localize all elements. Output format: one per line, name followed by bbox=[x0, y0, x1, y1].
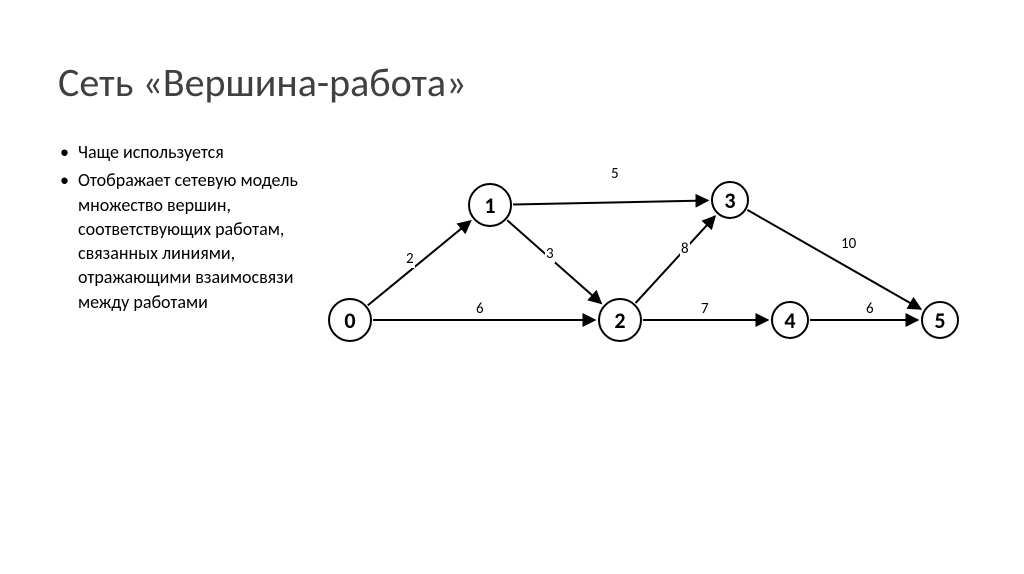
graph-node: 1 bbox=[468, 183, 512, 227]
network-diagram: 2 6 3 5 8 7 10 6 0 1 2 3 4 5 bbox=[310, 150, 980, 400]
edge bbox=[747, 210, 921, 309]
edges-svg bbox=[310, 150, 980, 400]
edge-label: 8 bbox=[680, 240, 690, 258]
graph-node: 5 bbox=[921, 301, 959, 339]
graph-node: 3 bbox=[711, 181, 749, 219]
page-title: Сеть «Вершина-работа» bbox=[58, 58, 467, 107]
edge-label: 3 bbox=[545, 245, 555, 263]
edge-label: 7 bbox=[700, 300, 710, 318]
edge-label: 6 bbox=[865, 300, 875, 318]
graph-node: 2 bbox=[598, 298, 642, 342]
edge bbox=[636, 216, 716, 303]
edge-label: 10 bbox=[840, 235, 857, 253]
edge bbox=[368, 221, 471, 306]
edge-label: 6 bbox=[475, 300, 485, 318]
edge bbox=[513, 200, 708, 204]
edge-label: 5 bbox=[610, 165, 620, 183]
list-item: Чаще используется bbox=[58, 140, 308, 164]
list-item: Отображает сетевую модель множество верш… bbox=[58, 168, 308, 314]
graph-node: 4 bbox=[771, 301, 809, 339]
edge-label: 2 bbox=[405, 250, 415, 268]
graph-node: 0 bbox=[328, 298, 372, 342]
bullet-list: Чаще используется Отображает сетевую мод… bbox=[58, 140, 308, 318]
